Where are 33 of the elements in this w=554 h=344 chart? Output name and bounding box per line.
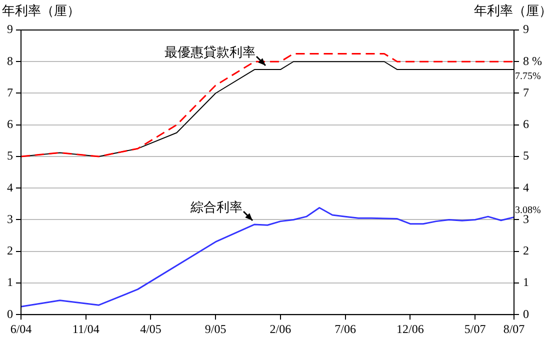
- y2-tick-label: 6: [523, 117, 530, 132]
- x-tick-label: 11/04: [72, 322, 100, 336]
- x-tick-label: 7/06: [334, 322, 356, 336]
- x-tick-label: 5/07: [464, 322, 486, 336]
- y-tick-label: 9: [7, 22, 13, 36]
- y-tick-label: 8: [7, 54, 13, 68]
- y-tick-label: 2: [7, 244, 13, 258]
- y2-axis-title: 年利率（厘）: [474, 2, 552, 19]
- y-tick-label: 5: [7, 148, 13, 163]
- y2-tick-label: 1: [523, 275, 530, 290]
- x-tick-label: 4/05: [140, 322, 162, 336]
- y2-tick-label: 8 %: [523, 54, 542, 68]
- x-tick-label: 2/06: [270, 322, 292, 336]
- x-tick-label: 8/07: [503, 322, 525, 336]
- annotation: 綜合利率: [190, 199, 243, 216]
- y-tick-label: 3: [7, 212, 13, 226]
- y2-tick-label: 0: [523, 306, 530, 321]
- annotation: 最優惠貸款利率: [164, 44, 256, 60]
- y2-tick-label: 4: [523, 180, 530, 194]
- x-tick-label: 12/06: [396, 322, 424, 336]
- y2-tick-label: 9: [523, 22, 530, 36]
- y-tick-label: 6: [7, 117, 13, 132]
- x-tick-label: 9/05: [204, 322, 226, 336]
- y-axis-title: 年利率（厘）: [2, 2, 80, 19]
- y2-tick-label: 2: [523, 244, 530, 258]
- x-tick-label: 6/04: [10, 322, 32, 336]
- y-tick-label: 1: [7, 275, 13, 290]
- y2-tick-label: 7: [523, 85, 530, 100]
- y-tick-label: 0: [7, 306, 13, 321]
- y-tick-label: 7: [7, 85, 13, 100]
- y2-tick-label: 5: [523, 148, 530, 163]
- annotation: 7.75%: [515, 71, 541, 82]
- y-tick-label: 4: [7, 180, 13, 194]
